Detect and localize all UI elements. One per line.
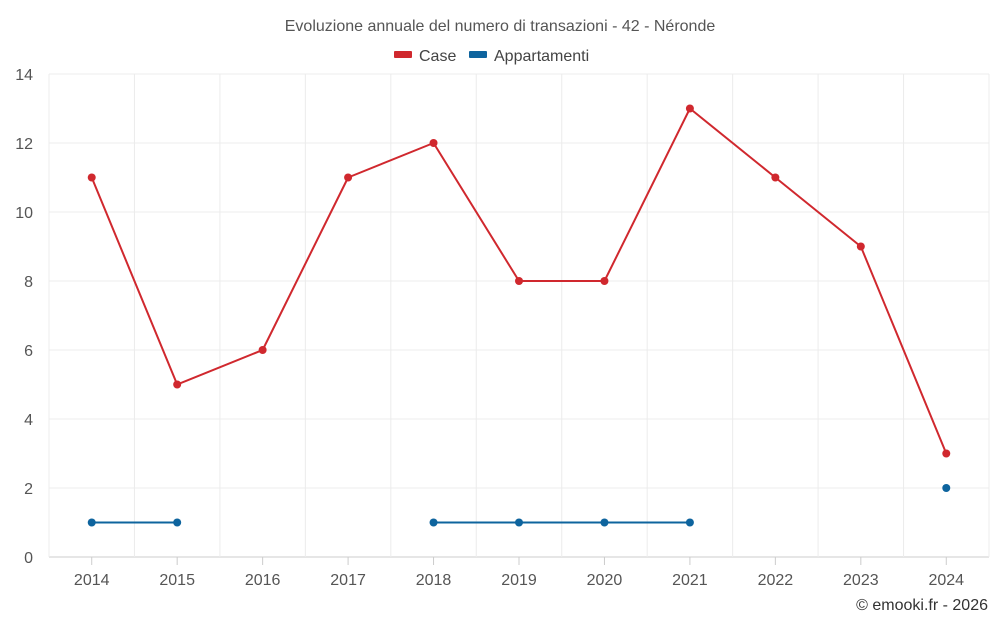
legend-label-appartamenti: Appartamenti bbox=[494, 48, 589, 65]
credit: © emooki.fr - 2026 bbox=[856, 597, 988, 614]
y-tick-label: 14 bbox=[15, 67, 33, 84]
data-point[interactable] bbox=[87, 173, 96, 182]
legend-item-case[interactable]: Case bbox=[394, 48, 456, 65]
data-point[interactable] bbox=[600, 518, 609, 527]
y-tick-label: 0 bbox=[24, 550, 33, 567]
y-tick-label: 6 bbox=[24, 343, 33, 360]
data-point[interactable] bbox=[344, 173, 353, 182]
legend-swatch-case bbox=[394, 51, 412, 58]
legend: Case Appartamenti bbox=[394, 48, 589, 65]
data-point[interactable] bbox=[87, 518, 96, 527]
data-point[interactable] bbox=[429, 518, 438, 527]
legend-label-case: Case bbox=[419, 48, 456, 65]
series-case bbox=[87, 104, 951, 458]
x-tick-label: 2021 bbox=[672, 572, 708, 589]
x-tick-label: 2022 bbox=[758, 572, 794, 589]
y-tick-label: 4 bbox=[24, 412, 33, 429]
y-tick-label: 12 bbox=[15, 136, 33, 153]
data-point[interactable] bbox=[173, 518, 182, 527]
x-tick-label: 2020 bbox=[587, 572, 623, 589]
data-point[interactable] bbox=[771, 173, 780, 182]
y-axis: 0 2 4 6 8 10 12 14 bbox=[15, 67, 33, 567]
x-tick-label: 2018 bbox=[416, 572, 452, 589]
series-layer bbox=[87, 104, 951, 527]
data-point[interactable] bbox=[258, 346, 267, 354]
x-tick-label: 2024 bbox=[928, 572, 964, 589]
series-appartamenti bbox=[87, 484, 951, 527]
data-point[interactable] bbox=[942, 449, 951, 458]
y-tick-label: 8 bbox=[24, 274, 33, 291]
y-tick-label: 2 bbox=[24, 481, 33, 498]
x-tick-label: 2016 bbox=[245, 572, 281, 589]
grid bbox=[48, 73, 990, 558]
x-tick-label: 2019 bbox=[501, 572, 537, 589]
data-point[interactable] bbox=[515, 518, 523, 527]
x-tick-label: 2014 bbox=[74, 572, 110, 589]
x-tick-label: 2015 bbox=[159, 572, 195, 589]
data-point[interactable] bbox=[685, 104, 694, 113]
x-axis: 2014 2015 2016 2017 2018 2019 2020 2021 2022 2023… bbox=[74, 557, 964, 589]
data-point[interactable] bbox=[856, 242, 865, 251]
data-point[interactable] bbox=[942, 484, 951, 492]
x-tick-label: 2017 bbox=[330, 572, 366, 589]
x-tick-label: 2023 bbox=[843, 572, 879, 589]
chart-title: Evoluzione annuale del numero di transaz… bbox=[285, 18, 716, 35]
legend-item-appartamenti[interactable]: Appartamenti bbox=[469, 48, 589, 65]
legend-swatch-appartamenti bbox=[469, 51, 487, 58]
data-point[interactable] bbox=[685, 518, 694, 527]
y-tick-label: 10 bbox=[15, 205, 33, 222]
data-point[interactable] bbox=[173, 380, 182, 389]
data-point[interactable] bbox=[600, 277, 609, 285]
data-point[interactable] bbox=[515, 277, 523, 285]
data-point[interactable] bbox=[429, 139, 438, 147]
